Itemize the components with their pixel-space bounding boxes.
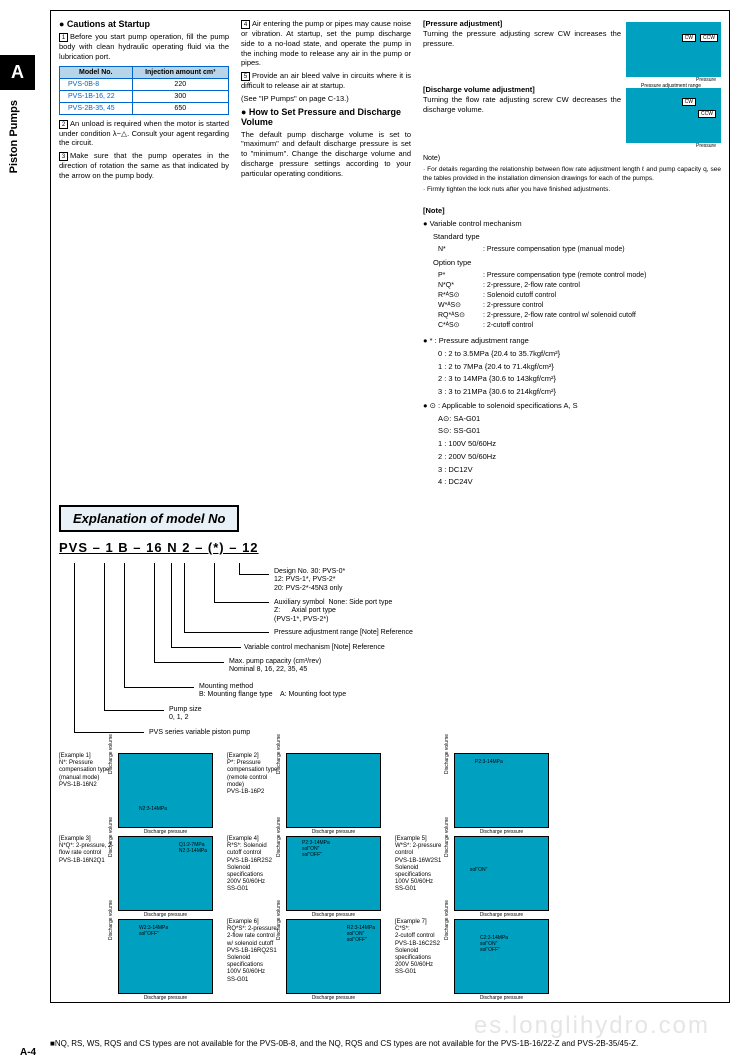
vol-adj-title: [Discharge volume adjustment]Turning the…: [423, 85, 621, 114]
howto-title: ● How to Set Pressure and Discharge Volu…: [241, 107, 411, 127]
caution-2: 2An unload is required when the motor is…: [59, 119, 229, 149]
pressure-diagram: CW CCW Pressure Pressure adjustment rang…: [626, 22, 721, 77]
caution-5b: (See "IP Pumps" on page C-13.): [241, 94, 411, 104]
caution-1: 1Before you start pump operation, fill t…: [59, 32, 229, 62]
howto-text: The default pump discharge volume is set…: [241, 130, 411, 179]
explain-title-box: Explanation of model No: [59, 505, 239, 532]
note-1: · For details regarding the relationship…: [423, 166, 721, 183]
press-adj-title: [Pressure adjustment]Turning the pressur…: [423, 19, 621, 48]
caution-3: 3Make sure that the pump operates in the…: [59, 151, 229, 181]
footer-note: ■NQ, RS, WS, RQS and CS types are not av…: [50, 1039, 730, 1052]
section-tab: A: [0, 55, 35, 90]
example-diagrams: [Example 1] N*: Pressure compensation ty…: [59, 753, 721, 994]
caution-5: 5Provide an air bleed valve in circuits …: [241, 71, 411, 91]
page-number: A-4: [20, 1047, 36, 1058]
note-label: Note): [423, 154, 721, 163]
cautions-title: ● Cautions at Startup: [59, 19, 229, 29]
model-diagram: Design No. 30: PVS-0* 12: PVS-1*, PVS-2*…: [59, 563, 419, 743]
content-box: ● Cautions at Startup 1Before you start …: [50, 10, 730, 1003]
note-2: · Firmly tighten the lock nuts after you…: [423, 186, 721, 194]
model-string: PVS – 1 B – 16 N 2 – (*) – 12: [59, 540, 419, 555]
caution-4: 4Air entering the pump or pipes may caus…: [241, 19, 411, 68]
note-section: [Note] ● Variable control mechanism Stan…: [423, 206, 721, 487]
watermark: es.longlihydro.com: [474, 1012, 710, 1040]
injection-table: Model No.Injection amount cm³ PVS-0B-822…: [59, 66, 229, 115]
volume-diagram: CW CCW Pressure: [626, 88, 721, 143]
sidebar-label: Piston Pumps: [8, 100, 20, 173]
